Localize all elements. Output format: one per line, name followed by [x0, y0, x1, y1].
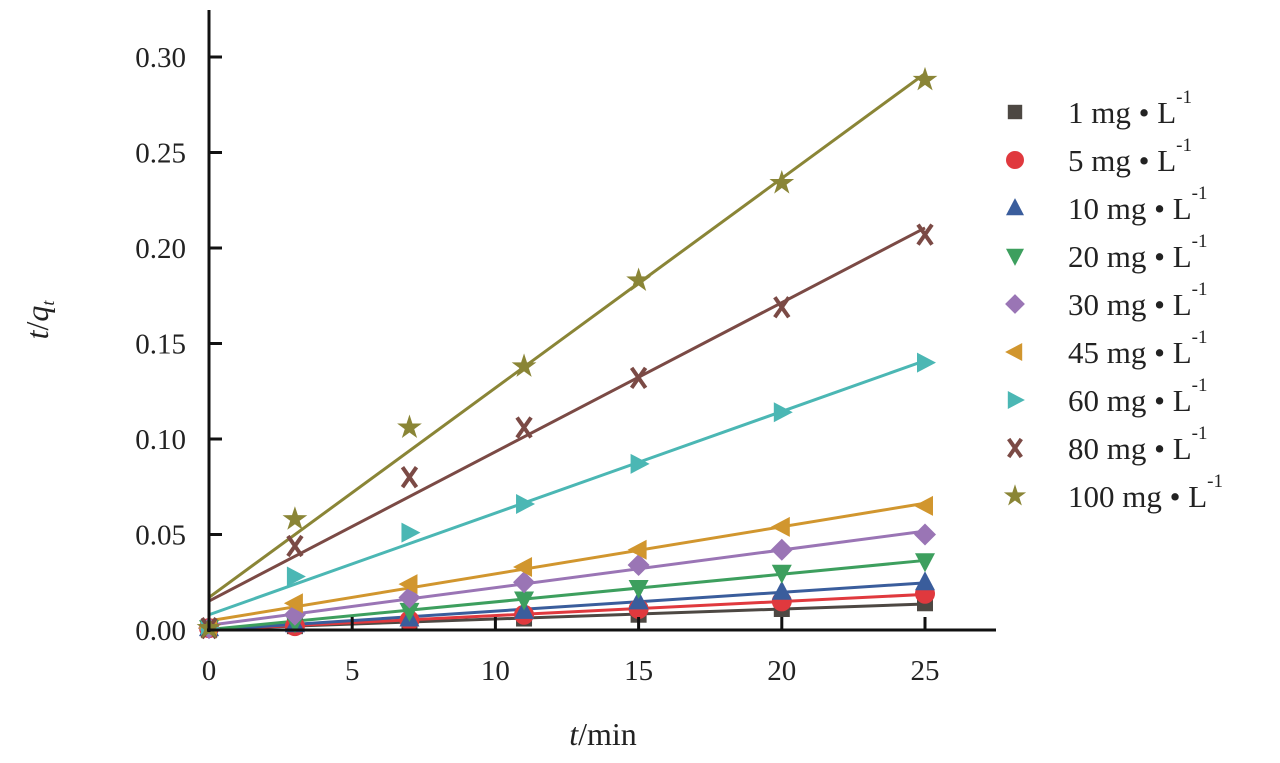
legend-label: 20 mg • L-1: [1068, 231, 1207, 274]
fit-line-series-8: [208, 72, 926, 599]
fit-line-series-2: [208, 581, 926, 632]
data-point: [513, 571, 536, 594]
legend-marker-triangle-right-icon: [1007, 391, 1025, 409]
legend-marker-x-icon: [1007, 437, 1023, 459]
data-point: [771, 564, 792, 584]
legend-marker-star-icon: [1003, 484, 1027, 506]
legend-item: 1 mg • L-1: [1007, 87, 1192, 130]
y-tick-label: 0.15: [135, 329, 186, 361]
x-ticks: 0 5 10 15 20 25: [202, 617, 940, 687]
x-tick-label: 15: [624, 655, 653, 687]
data-point: [398, 574, 418, 595]
legend-item: 100 mg • L-1: [1003, 471, 1223, 514]
legend-item: 5 mg • L-1: [1006, 135, 1192, 178]
data-point: [400, 466, 419, 489]
data-point: [770, 538, 793, 561]
data-point: [397, 414, 422, 439]
y-tick-label: 0.25: [135, 138, 186, 170]
data-point: [286, 566, 306, 587]
data-point: [915, 571, 935, 591]
data-point: [401, 522, 421, 543]
fit-line-series-1: [208, 592, 926, 632]
fit-line-series-3: [208, 558, 926, 631]
legend-marker-triangle-up-icon: [1006, 198, 1024, 216]
legend-label: 10 mg • L-1: [1068, 183, 1207, 226]
x-tick-label: 5: [345, 655, 360, 687]
legend-label: 60 mg • L-1: [1068, 375, 1207, 418]
data-point: [773, 402, 793, 423]
fit-lines: [208, 72, 926, 632]
legend-marker-diamond-icon: [1005, 294, 1025, 314]
y-tick-label: 0.20: [135, 233, 186, 265]
data-point: [626, 267, 651, 291]
legend-label: 30 mg • L-1: [1068, 279, 1207, 322]
x-axis-label: t/min: [569, 716, 637, 752]
data-point: [516, 493, 536, 514]
y-tick-label: 0.10: [135, 424, 186, 456]
data-point: [914, 495, 933, 516]
data-point: [628, 590, 649, 610]
data-point: [917, 352, 936, 373]
data-point: [628, 579, 649, 599]
data-point: [914, 523, 936, 546]
legend-label: 5 mg • L-1: [1068, 135, 1192, 178]
legend-item: 80 mg • L-1: [1007, 423, 1207, 466]
data-point: [513, 556, 533, 577]
fit-line-series-7: [208, 226, 926, 603]
x-tick-label: 20: [767, 655, 796, 687]
legend-item: 10 mg • L-1: [1006, 183, 1207, 226]
legend-label: 80 mg • L-1: [1068, 423, 1207, 466]
data-point: [399, 602, 420, 622]
data-point: [627, 554, 650, 577]
y-axis-label: t/qt: [19, 300, 58, 340]
x-tick-label: 0: [202, 655, 217, 687]
y-tick-label: 0.00: [135, 615, 186, 647]
data-point: [916, 223, 934, 246]
legend-marker-circle-icon: [1006, 151, 1024, 169]
data-point: [769, 170, 795, 194]
legend-label: 100 mg • L-1: [1068, 471, 1223, 514]
fit-line-series-5: [208, 501, 926, 623]
y-ticks: 0.00 0.05 0.10 0.15 0.20 0.25 0.30: [135, 42, 222, 647]
data-point: [511, 353, 537, 377]
legend-item: 60 mg • L-1: [1007, 375, 1207, 418]
legend: 1 mg • L-1 5 mg • L-1 10 mg • L-1 20 mg • L…: [1003, 87, 1223, 514]
data-point: [915, 553, 935, 573]
data-point: [286, 534, 304, 558]
data-point: [283, 593, 303, 614]
fit-line-series-4: [208, 529, 926, 627]
legend-marker-square-icon: [1007, 104, 1023, 120]
data-point: [770, 516, 790, 537]
data-point: [514, 591, 535, 611]
data-point: [630, 453, 650, 474]
data-point: [771, 580, 792, 600]
data-point: [629, 366, 648, 390]
legend-label: 1 mg • L-1: [1068, 87, 1192, 130]
legend-item: 30 mg • L-1: [1005, 279, 1207, 322]
data-point: [627, 539, 647, 560]
data-point: [282, 506, 308, 530]
legend-label: 45 mg • L-1: [1068, 327, 1207, 370]
x-tick-label: 10: [481, 655, 510, 687]
legend-marker-triangle-down-icon: [1006, 248, 1024, 266]
legend-marker-triangle-left-icon: [1005, 343, 1023, 361]
data-point: [912, 66, 938, 91]
y-tick-label: 0.30: [135, 42, 186, 74]
data-point: [773, 296, 791, 319]
fit-line-series-6: [208, 359, 926, 617]
data-points: [196, 66, 938, 640]
y-tick-label: 0.05: [135, 520, 186, 552]
legend-item: 20 mg • L-1: [1006, 231, 1207, 274]
legend-item: 45 mg • L-1: [1005, 327, 1207, 370]
x-tick-label: 25: [911, 655, 940, 687]
data-point: [515, 416, 533, 439]
